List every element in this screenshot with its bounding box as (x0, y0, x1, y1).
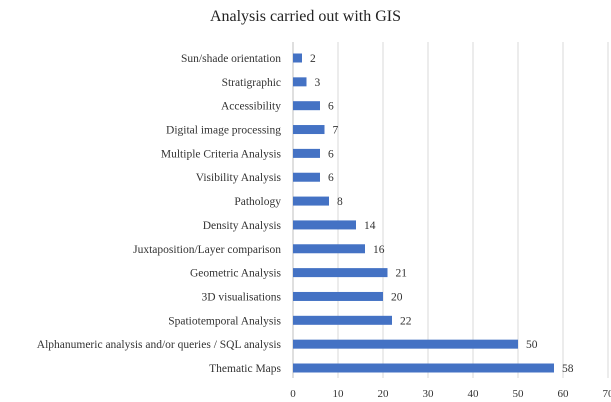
category-label: Thematic Maps (209, 363, 281, 375)
data-label: 16 (373, 244, 385, 256)
category-label: Stratigraphic (222, 77, 281, 89)
category-label: Pathology (234, 196, 281, 208)
category-label: Multiple Criteria Analysis (161, 148, 282, 160)
x-tick-label: 30 (423, 388, 435, 400)
bar (293, 172, 320, 182)
data-label: 7 (333, 125, 339, 137)
x-tick-label: 40 (468, 388, 480, 400)
bar (293, 244, 365, 254)
data-label: 3 (315, 77, 321, 89)
x-tick-label: 60 (558, 388, 570, 400)
bar (293, 196, 329, 206)
bar (293, 53, 302, 63)
bar (293, 148, 320, 158)
data-label: 6 (328, 172, 334, 184)
bar (293, 220, 356, 230)
bar (293, 77, 307, 87)
x-tick-label: 10 (333, 388, 345, 400)
category-label: 3D visualisations (201, 291, 281, 303)
x-tick-label: 20 (378, 388, 390, 400)
data-label: 14 (364, 220, 376, 232)
category-label: Alphanumeric analysis and/or queries / S… (37, 339, 282, 351)
category-label: Spatiotemporal Analysis (168, 315, 281, 327)
category-label: Density Analysis (203, 220, 282, 232)
data-label: 2 (310, 53, 316, 65)
bar (293, 339, 518, 349)
category-label: Accessibility (221, 101, 281, 113)
category-label: Geometric Analysis (190, 268, 282, 280)
bar (293, 125, 325, 135)
data-label: 6 (328, 148, 334, 160)
data-label: 8 (337, 196, 343, 208)
data-label: 21 (396, 268, 408, 280)
x-tick-label: 0 (290, 388, 296, 400)
chart-title: Analysis carried out with GIS (209, 8, 402, 25)
bar (293, 268, 388, 278)
bar (293, 101, 320, 111)
data-label: 20 (391, 291, 403, 303)
bar (293, 363, 554, 373)
category-label: Juxtaposition/Layer comparison (133, 244, 281, 256)
category-label: Visibility Analysis (196, 172, 282, 184)
x-tick-label: 50 (513, 388, 525, 400)
data-label: 6 (328, 101, 334, 113)
data-label: 22 (400, 315, 412, 327)
bar (293, 291, 383, 301)
x-tick-label: 70 (603, 388, 611, 400)
category-label: Sun/shade orientation (181, 53, 281, 65)
category-label: Digital image processing (166, 125, 281, 137)
data-label: 50 (526, 339, 538, 351)
bar (293, 315, 392, 325)
data-label: 58 (562, 363, 574, 375)
